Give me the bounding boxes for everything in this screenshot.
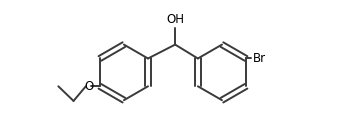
Text: OH: OH (166, 13, 184, 26)
Text: O: O (84, 80, 93, 93)
Text: Br: Br (252, 52, 266, 65)
